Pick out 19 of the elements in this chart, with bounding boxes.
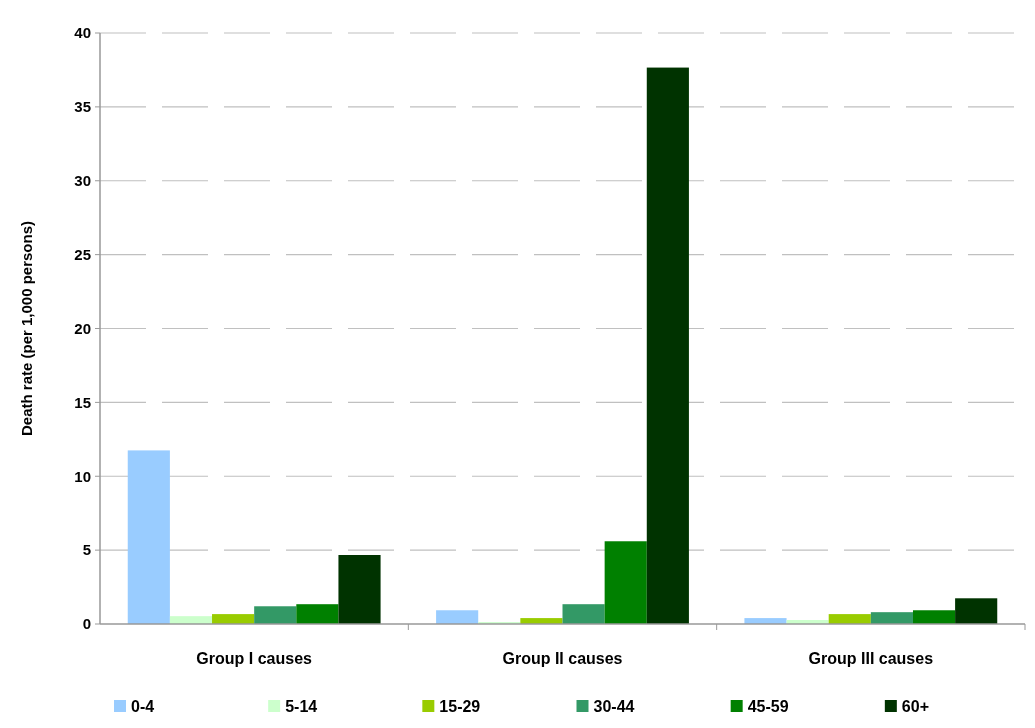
y-tick-label: 10 xyxy=(74,467,91,485)
x-tick-label: Group II causes xyxy=(502,650,623,667)
x-tick-label: Group III causes xyxy=(808,650,934,667)
y-tick-label: 25 xyxy=(74,245,91,263)
y-axis-title: Death rate (per 1,000 persons) xyxy=(18,220,35,437)
y-tick-label: 40 xyxy=(74,24,91,42)
y-tick-label: 20 xyxy=(74,319,91,337)
legend-label: 0-4 xyxy=(131,697,155,715)
y-tick-label: 5 xyxy=(82,541,91,559)
y-tick-label: 15 xyxy=(74,393,91,411)
x-tick-label: Group I causes xyxy=(196,650,313,667)
legend-label: 30-44 xyxy=(593,697,635,715)
legend-label: 60+ xyxy=(901,697,929,715)
legend-label: 45-59 xyxy=(747,697,789,715)
legend-label: 15-29 xyxy=(439,697,481,715)
y-tick-label: 30 xyxy=(74,172,91,189)
legend-label: 5-14 xyxy=(285,697,318,715)
y-tick-label: 0 xyxy=(82,615,91,633)
y-tick-label: 35 xyxy=(74,98,91,116)
